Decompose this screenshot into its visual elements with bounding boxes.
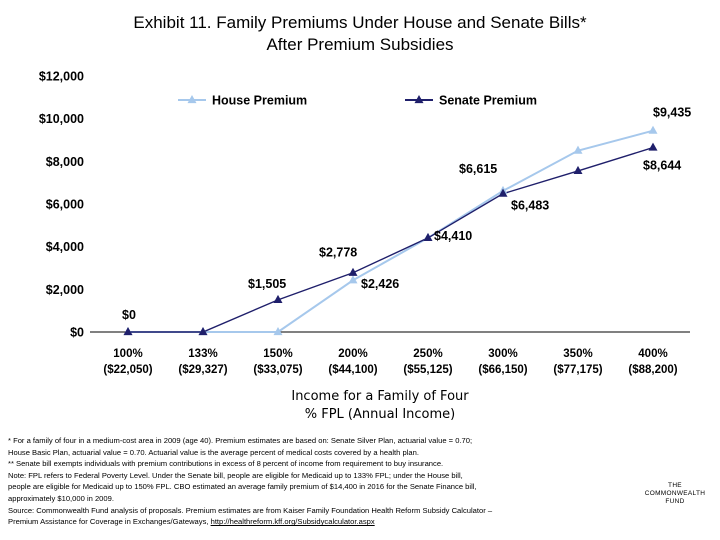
data-point-house	[648, 125, 658, 134]
footnote-source-text: Premium Assistance for Coverage in Excha…	[8, 517, 211, 527]
x-tick-sublabel: ($88,200)	[628, 364, 677, 376]
footnote-line: * For a family of four in a medium-cost …	[8, 436, 473, 445]
data-label-senate: $2,778	[319, 246, 357, 260]
x-tick-label: 250%	[413, 348, 442, 360]
data-point-senate	[648, 142, 658, 151]
data-label-house: $2,426	[361, 277, 399, 291]
series-line-house	[128, 129, 654, 333]
footnotes: * For a family of four in a medium-cost …	[8, 435, 638, 528]
data-point-house	[348, 275, 358, 284]
footnote-line: Source: Commonwealth Fund analysis of pr…	[8, 505, 493, 515]
x-tick-label: 150%	[263, 348, 292, 360]
y-tick-label: $8,000	[46, 155, 84, 169]
data-point-senate	[423, 232, 433, 241]
x-tick-label: 133%	[188, 348, 217, 360]
data-label-senate: $0	[122, 308, 136, 322]
chart-title: Exhibit 11. Family Premiums Under House …	[0, 12, 720, 56]
x-tick-sublabel: ($44,100)	[328, 364, 377, 376]
data-point-senate	[273, 294, 283, 303]
footnote-line: approximately $10,000 in 2009.	[8, 493, 114, 503]
line-chart: $0 $2,000 $4,000 $6,000 $8,000 $10,000 $12,000…	[39, 70, 691, 377]
data-label-house: $6,615	[459, 162, 497, 176]
x-axis-title-line-1: Income for a Family of Four	[291, 389, 469, 404]
footnote-line: Note: FPL refers to Federal Poverty Leve…	[8, 470, 463, 480]
x-tick-sublabel: ($55,125)	[403, 364, 452, 376]
data-label-senate: $1,505	[248, 277, 286, 291]
x-tick-sublabel: ($29,327)	[178, 364, 227, 376]
x-tick-label: 350%	[563, 348, 592, 360]
series-line-senate	[128, 146, 654, 333]
legend-label-house: House Premium	[212, 94, 307, 108]
x-tick-sublabel: ($33,075)	[253, 364, 302, 376]
data-point-senate	[198, 326, 208, 336]
x-tick-label: 300%	[488, 348, 517, 360]
y-tick-label: $6,000	[46, 198, 84, 212]
legend-marker-house	[187, 94, 197, 104]
footnote-line: Premium Assistance for Coverage in Excha…	[8, 516, 638, 528]
data-label-senate: $8,644	[643, 159, 681, 173]
x-axis-title-line-2: % FPL (Annual Income)	[304, 407, 456, 422]
footnote-line: ** Senate bill exempts individuals with …	[8, 459, 444, 469]
data-point-house	[273, 326, 283, 336]
chart-title-line-1: Exhibit 11. Family Premiums Under House …	[133, 13, 587, 32]
legend-label-senate: Senate Premium	[439, 94, 537, 108]
y-tick-label: $0	[70, 326, 84, 340]
y-tick-label: $12,000	[39, 70, 84, 84]
chart-title-line-2: After Premium Subsidies	[266, 35, 454, 54]
logo-line-2: COMMONWEALTH	[644, 490, 706, 497]
data-label-house: $9,435	[653, 106, 691, 120]
x-axis-title: Income for a Family of Four % FPL (Annual…	[0, 388, 720, 424]
x-tick-label: 100%	[113, 348, 142, 360]
x-tick-label: 400%	[638, 348, 667, 360]
y-tick-label: $4,000	[46, 240, 84, 254]
logo-line-3: FUND	[665, 498, 685, 505]
footnote-line: people are eligible for Medicaid up to 1…	[8, 482, 477, 492]
data-label-senate: $4,410	[434, 229, 472, 243]
y-tick-label: $10,000	[39, 112, 84, 126]
data-point-senate	[348, 267, 358, 276]
data-label-senate: $6,483	[511, 199, 549, 213]
legend-marker-senate	[414, 94, 424, 104]
x-tick-sublabel: ($66,150)	[478, 364, 527, 376]
data-point-senate	[498, 188, 508, 197]
data-point-senate	[123, 326, 133, 336]
data-point-house	[573, 145, 583, 154]
data-point-senate	[573, 165, 583, 175]
x-tick-sublabel: ($22,050)	[103, 364, 152, 376]
footnote-line: House Basic Plan, actuarial value = 0.70…	[8, 447, 419, 457]
logo-line-1: THE	[668, 482, 682, 489]
subsidy-calculator-link[interactable]: http://healthreform.kff.org/Subsidycalcu…	[210, 517, 375, 527]
commonwealth-fund-logo: THE COMMONWEALTH FUND	[640, 482, 710, 506]
y-tick-label: $2,000	[46, 283, 84, 297]
x-tick-sublabel: ($77,175)	[553, 364, 602, 376]
x-tick-label: 200%	[338, 348, 367, 360]
